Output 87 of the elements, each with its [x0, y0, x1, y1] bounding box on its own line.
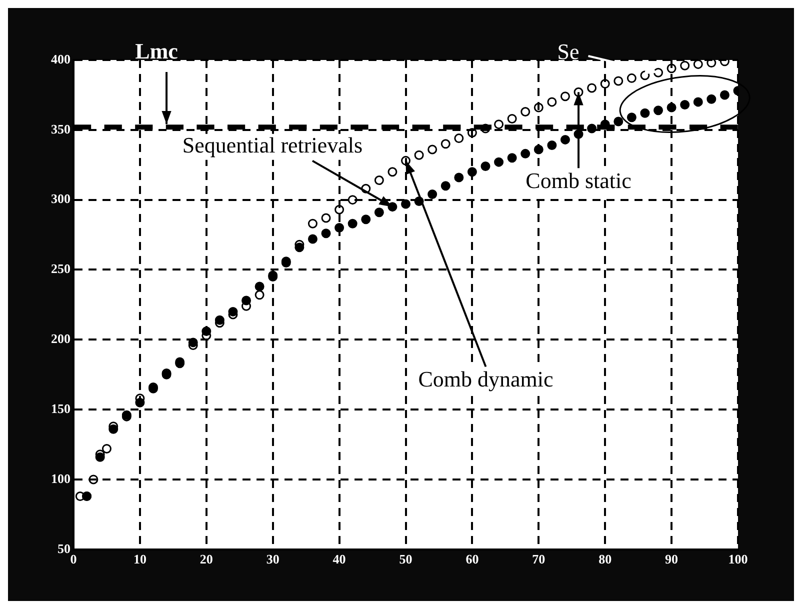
- point: [440, 139, 450, 149]
- x-tick-label: 80: [598, 552, 612, 567]
- point: [507, 153, 517, 163]
- point: [467, 167, 477, 177]
- point: [361, 214, 371, 224]
- point: [494, 120, 504, 130]
- point: [348, 218, 358, 228]
- point: [334, 223, 344, 233]
- point: [680, 60, 690, 70]
- x-tick-label: 50: [399, 552, 412, 567]
- point: [102, 444, 112, 454]
- point: [693, 97, 703, 107]
- point: [401, 156, 410, 166]
- x-tick-label: 60: [466, 552, 479, 567]
- point: [334, 204, 344, 214]
- point: [428, 144, 438, 154]
- point: [480, 162, 490, 172]
- point: [520, 106, 530, 116]
- point: [720, 90, 730, 100]
- x-tick-label: 20: [200, 552, 213, 567]
- point: [308, 218, 318, 228]
- point: [308, 234, 318, 244]
- x-tick-label: 0: [70, 552, 77, 567]
- point: [254, 282, 264, 292]
- point: [640, 108, 650, 118]
- point: [654, 106, 664, 116]
- point: [666, 64, 676, 74]
- annotation: Se: [557, 38, 580, 64]
- point: [494, 157, 504, 167]
- point: [507, 114, 517, 124]
- point: [361, 184, 371, 194]
- y-tick-label: 150: [51, 400, 70, 416]
- point: [560, 92, 570, 102]
- point: [534, 102, 544, 112]
- x-tick-label: 30: [266, 552, 280, 567]
- point: [547, 97, 557, 107]
- x-tick-label: 10: [133, 552, 146, 567]
- ref-line-label: Lmc: [135, 38, 178, 64]
- point: [666, 102, 676, 112]
- annotation: Comb dynamic: [418, 366, 554, 392]
- point: [254, 290, 264, 300]
- point: [88, 474, 98, 484]
- x-tick-label: 40: [332, 552, 346, 567]
- y-tick-label: 250: [51, 261, 70, 276]
- point: [706, 60, 716, 68]
- point: [454, 134, 464, 144]
- point: [440, 181, 450, 191]
- point: [414, 150, 424, 160]
- point: [600, 79, 610, 89]
- point: [401, 199, 410, 209]
- point: [348, 195, 358, 205]
- point: [574, 87, 584, 97]
- point: [614, 76, 624, 86]
- point: [321, 228, 331, 238]
- point: [534, 144, 544, 154]
- point: [614, 116, 624, 126]
- point: [547, 140, 557, 150]
- point: [467, 128, 477, 138]
- annotation: Comb static: [526, 168, 632, 193]
- y-tick-label: 50: [58, 540, 70, 556]
- x-tick-label: 70: [532, 552, 546, 567]
- point: [520, 148, 530, 158]
- point: [654, 68, 664, 78]
- point: [374, 208, 384, 218]
- point: [560, 134, 570, 144]
- y-tick-label: 300: [51, 191, 70, 206]
- point: [626, 112, 636, 122]
- point: [454, 172, 464, 182]
- point: [388, 167, 398, 177]
- point: [587, 124, 597, 134]
- point: [374, 176, 384, 186]
- point: [706, 94, 716, 104]
- annotation: Sequential retrievals: [182, 132, 363, 158]
- point: [75, 492, 85, 502]
- point: [693, 60, 703, 69]
- y-tick-label: 200: [51, 331, 70, 346]
- x-tick-label: 90: [665, 552, 678, 567]
- y-tick-label: 350: [51, 121, 70, 136]
- point: [587, 83, 597, 93]
- y-tick-label: 100: [51, 470, 70, 486]
- point: [428, 189, 438, 199]
- y-tick-label: 400: [51, 51, 70, 66]
- point: [626, 73, 636, 83]
- point: [640, 70, 650, 80]
- point: [680, 100, 690, 110]
- point: [321, 213, 331, 223]
- x-tick-label: 100: [728, 552, 748, 567]
